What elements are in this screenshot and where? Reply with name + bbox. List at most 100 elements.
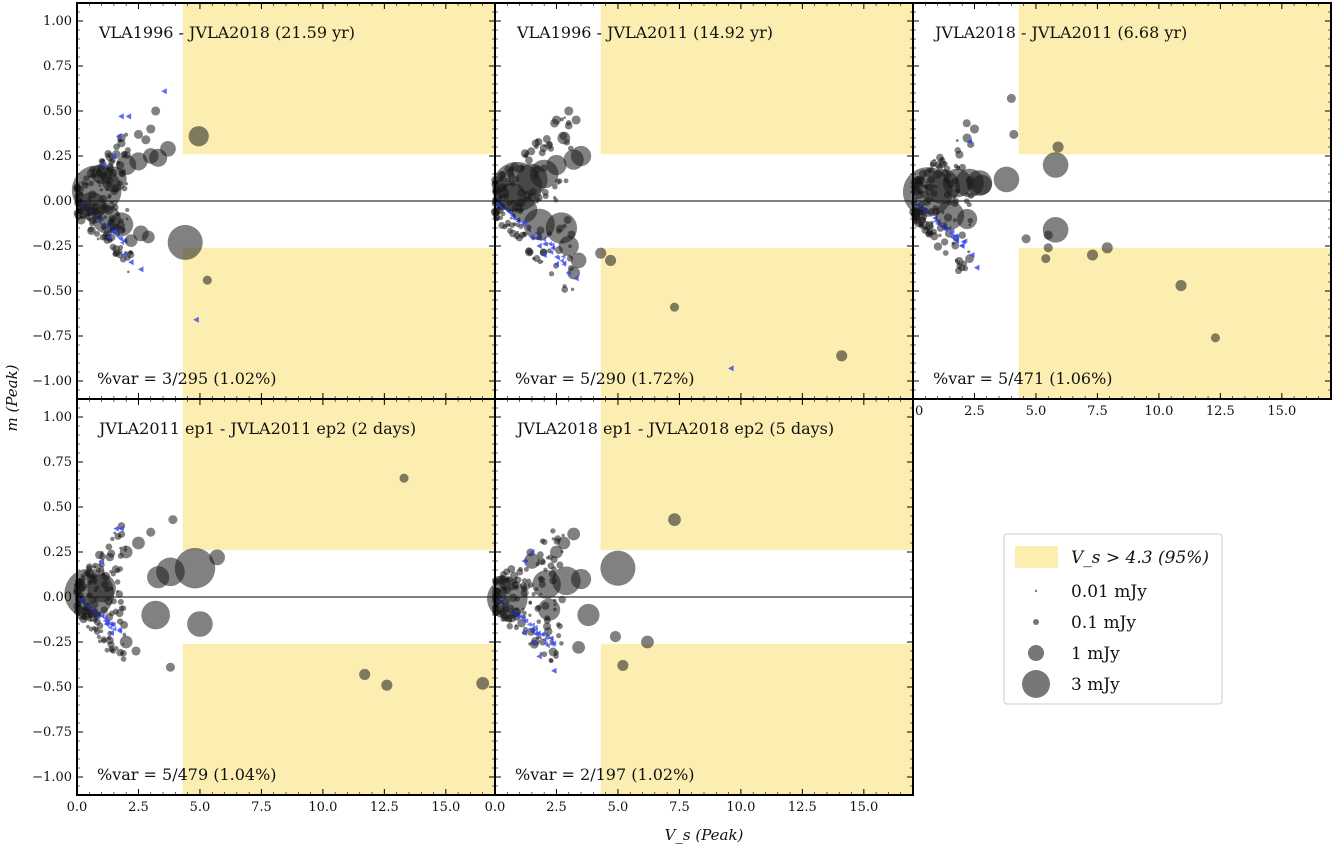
x-tick-label: 2.5	[546, 800, 567, 815]
x-tick-label: 15.0	[1267, 404, 1296, 419]
data-point	[570, 252, 587, 269]
data-point	[556, 561, 564, 569]
limit-marker	[111, 626, 117, 632]
data-point	[525, 156, 533, 165]
data-point	[87, 573, 116, 603]
limit-marker	[553, 261, 559, 267]
data-point	[146, 124, 156, 134]
data-point	[168, 515, 178, 525]
data-point	[113, 531, 117, 535]
data-point	[506, 623, 513, 630]
limit-marker	[521, 558, 528, 564]
data-point	[562, 284, 567, 289]
data-point	[548, 657, 554, 663]
data-point	[105, 552, 115, 562]
limit-marker	[549, 636, 554, 642]
limit-marker	[550, 245, 555, 251]
data-point	[516, 230, 519, 234]
data-point	[577, 603, 600, 627]
data-point	[928, 224, 934, 230]
y-tick-label: −0.50	[32, 680, 72, 695]
data-point	[993, 166, 1020, 193]
data-point	[669, 302, 680, 312]
data-point	[550, 545, 563, 559]
limit-marker	[530, 622, 535, 628]
data-point	[141, 135, 151, 145]
panel-title: JVLA2018 ep1 - JVLA2018 ep2 (5 days)	[515, 419, 834, 438]
data-point	[119, 545, 133, 559]
limit-marker	[559, 258, 564, 264]
limit-marker	[949, 230, 954, 236]
data-point	[563, 178, 569, 184]
data-point	[113, 143, 120, 151]
legend-size-label: 1 mJy	[1071, 644, 1120, 664]
data-point	[110, 536, 115, 542]
limit-marker	[520, 614, 525, 620]
limit-marker	[953, 237, 958, 243]
y-tick-label: 0.25	[43, 545, 72, 560]
data-point	[531, 139, 540, 148]
data-point	[118, 530, 126, 538]
limit-marker	[973, 264, 980, 271]
y-tick-label: 0.50	[43, 104, 72, 119]
data-point	[570, 145, 592, 167]
data-point	[552, 196, 557, 200]
legend-size-marker	[1028, 645, 1044, 661]
limit-marker	[118, 113, 124, 120]
data-point	[476, 677, 490, 690]
limit-marker	[543, 631, 549, 637]
data-point	[119, 635, 133, 649]
variable-fraction-label: %var = 3/295 (1.02%)	[97, 369, 277, 388]
data-point	[919, 223, 924, 229]
data-point	[942, 161, 948, 167]
data-point	[540, 559, 546, 565]
data-point	[935, 201, 965, 230]
x-tick-label: 10.0	[308, 800, 337, 815]
variable-region-lower	[182, 643, 495, 795]
data-point	[1086, 249, 1099, 261]
data-point	[524, 247, 534, 257]
data-point	[962, 119, 971, 128]
x-tick-label: 7.5	[1087, 404, 1108, 419]
data-point	[536, 551, 544, 559]
data-point	[497, 183, 527, 212]
data-point	[938, 233, 942, 238]
panel-2: VLA1996 - JVLA2011 (14.92 yr) %var = 5/29…	[490, 2, 914, 400]
data-point	[563, 116, 567, 119]
data-point	[641, 635, 654, 649]
data-point	[836, 350, 848, 362]
data-point	[958, 231, 966, 239]
limit-marker	[561, 261, 566, 267]
x-tick-label: 0.0	[485, 800, 506, 815]
data-point	[564, 106, 574, 116]
limit-marker	[962, 238, 968, 244]
x-tick-label: 2.5	[964, 404, 985, 419]
data-point	[971, 174, 992, 195]
y-axis-title: m (Peak)	[3, 364, 21, 431]
data-point	[1210, 333, 1220, 343]
y-tick-label: 0.75	[43, 59, 72, 74]
data-point	[515, 222, 520, 228]
limit-marker	[115, 133, 122, 140]
data-point	[115, 590, 124, 598]
data-point	[77, 192, 107, 221]
variable-fraction-label: %var = 2/197 (1.02%)	[515, 765, 695, 784]
y-tick-label: 0.00	[43, 194, 72, 209]
variable-fraction-label: %var = 5/290 (1.72%)	[515, 369, 695, 388]
data-point	[570, 287, 575, 292]
data-point	[85, 563, 93, 571]
data-point	[487, 578, 528, 620]
data-point	[1042, 152, 1069, 178]
x-tick-label: 7.5	[251, 800, 272, 815]
variable-region-upper	[600, 399, 913, 551]
limit-marker	[728, 365, 734, 372]
y-tick-label: 0.00	[43, 590, 72, 605]
limit-marker	[521, 630, 528, 636]
data-point	[104, 647, 110, 653]
legend-region-swatch	[1015, 546, 1058, 568]
limit-marker	[137, 266, 144, 273]
y-tick-label: 1.00	[43, 410, 72, 425]
data-point	[125, 207, 130, 213]
data-point	[498, 215, 504, 221]
